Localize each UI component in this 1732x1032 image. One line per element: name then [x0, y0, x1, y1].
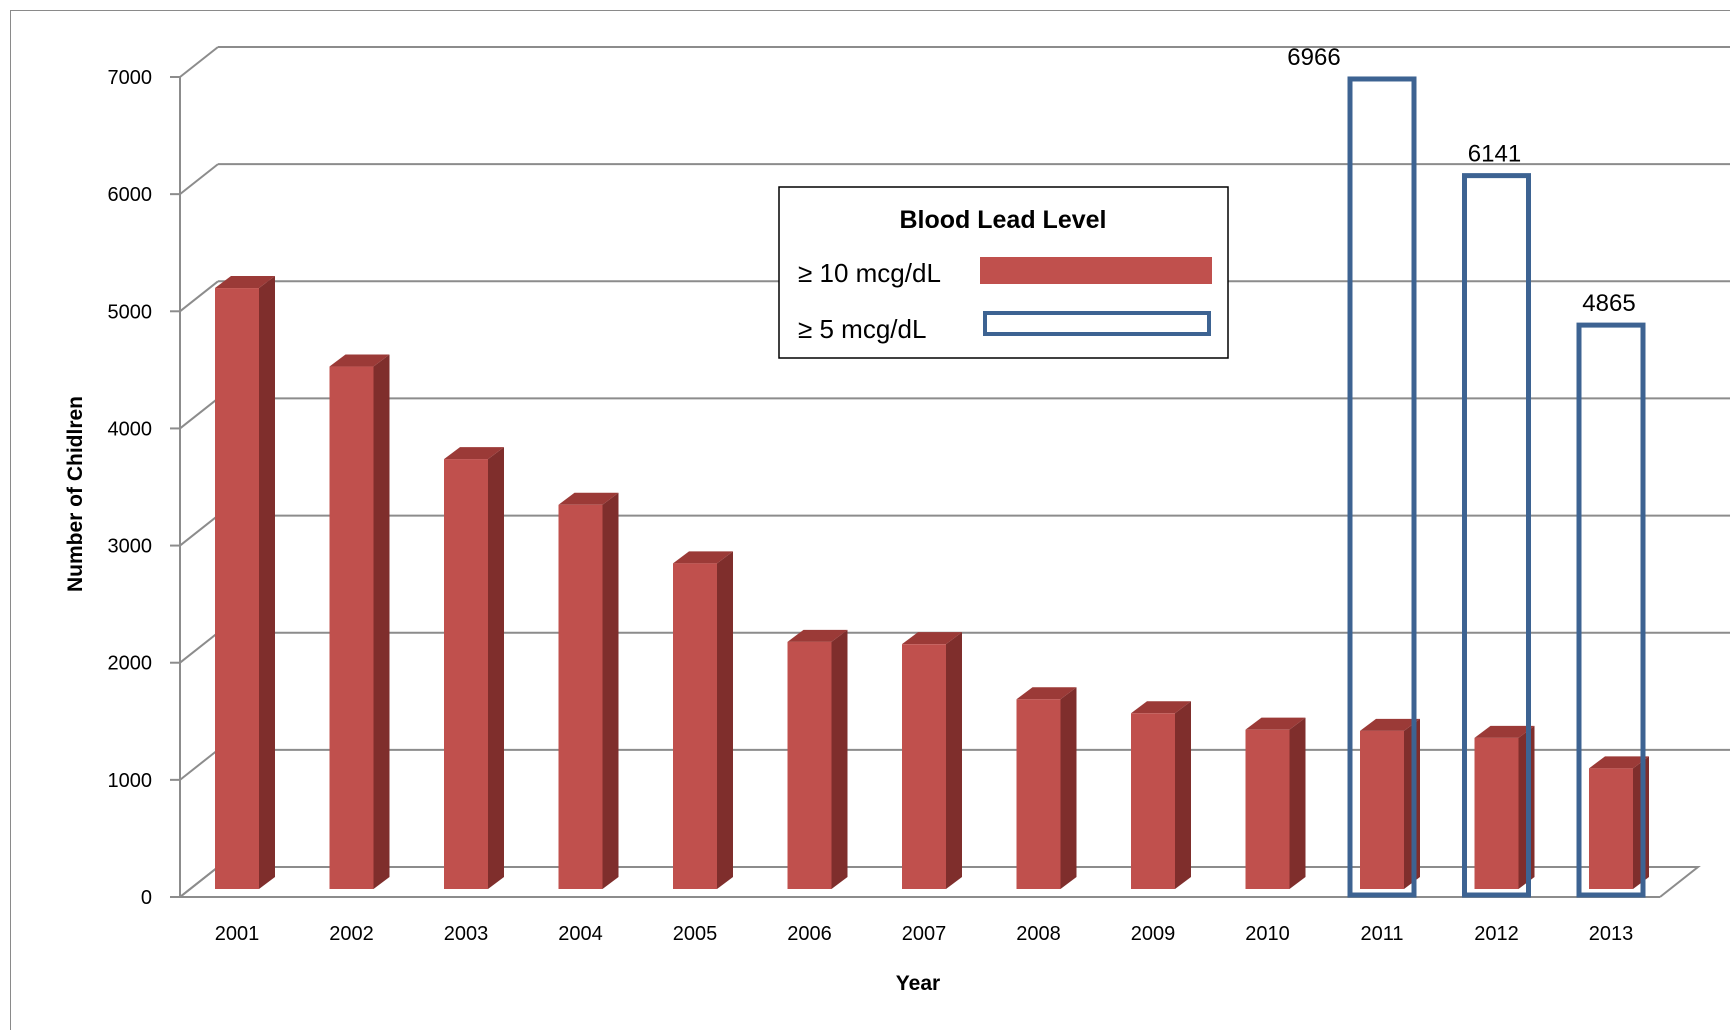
gridline-diagonal — [180, 281, 218, 311]
bar-blood-lead-10 — [1246, 730, 1290, 889]
bar-blood-lead-10 — [1589, 768, 1633, 889]
legend: Blood Lead Level ≥ 10 mcg/dL ≥ 5 mcg/dL — [779, 187, 1228, 358]
x-tick-label: 2010 — [1245, 923, 1290, 945]
bar-blood-lead-10 — [215, 288, 259, 889]
y-tick-label: 3000 — [108, 536, 153, 558]
bar-blood-lead-10 — [1131, 713, 1175, 889]
bar-blood-lead-10 — [559, 505, 603, 889]
bar-side — [1175, 701, 1191, 889]
gridline-diagonal — [180, 164, 218, 194]
bar-side — [259, 276, 275, 889]
y-tick-label: 6000 — [108, 184, 153, 206]
bar-blood-lead-10 — [902, 644, 946, 889]
gridline-diagonal — [180, 398, 218, 428]
bar-side — [603, 493, 619, 889]
x-tick-label: 2006 — [787, 923, 832, 945]
data-label: 6966 — [1287, 44, 1340, 71]
bar-side — [832, 630, 848, 889]
bar-blood-lead-10 — [673, 563, 717, 889]
y-tick-label: 5000 — [108, 301, 153, 323]
bar-blood-lead-10 — [330, 367, 374, 889]
x-tick-label: 2001 — [215, 923, 260, 945]
x-tick-labels: 2001 2002 2003 2004 2005 2006 2007 2008 2009 2010… — [215, 923, 1634, 945]
x-tick-label: 2002 — [329, 923, 374, 945]
bar-side — [374, 355, 390, 889]
x-tick-label: 2003 — [444, 923, 489, 945]
gridline-diagonal — [180, 633, 218, 663]
bar-blood-lead-10 — [1475, 738, 1519, 889]
data-labels: 6966 6141 4865 — [1287, 44, 1635, 317]
bar-side — [946, 632, 962, 889]
x-tick-label: 2012 — [1474, 923, 1519, 945]
bar-side — [717, 551, 733, 889]
y-tick-label: 2000 — [108, 653, 153, 675]
gridline-diagonal — [180, 516, 218, 546]
y-tick-label: 4000 — [108, 418, 153, 440]
x-tick-label: 2009 — [1131, 923, 1176, 945]
bar-blood-lead-10 — [788, 642, 832, 889]
y-axis-title: Number of Chidlren — [64, 396, 87, 592]
y-tick-label: 0 — [141, 887, 152, 909]
bar-side — [1290, 718, 1306, 889]
data-label: 4865 — [1582, 290, 1635, 317]
bar-side — [1061, 687, 1077, 889]
x-tick-label: 2004 — [558, 923, 603, 945]
bar-blood-lead-10 — [1360, 731, 1404, 889]
legend-label-10: ≥ 10 mcg/dL — [798, 258, 941, 288]
legend-title: Blood Lead Level — [900, 206, 1107, 234]
x-axis-title: Year — [896, 972, 940, 995]
x-tick-label: 2008 — [1016, 923, 1061, 945]
x-tick-label: 2013 — [1589, 923, 1634, 945]
y-tick-label: 7000 — [108, 67, 153, 89]
gridline-diagonal — [180, 47, 218, 77]
legend-label-5: ≥ 5 mcg/dL — [798, 314, 926, 344]
bar-blood-lead-10 — [444, 459, 488, 889]
x-tick-label: 2007 — [902, 923, 947, 945]
gridline-diagonal — [180, 750, 218, 780]
y-tick-labels: 0 1000 2000 3000 4000 5000 6000 7000 — [108, 67, 153, 909]
x-tick-label: 2011 — [1360, 923, 1403, 945]
bar-blood-lead-10 — [1017, 699, 1061, 889]
y-tick-label: 1000 — [108, 770, 153, 792]
legend-swatch-10 — [980, 257, 1212, 284]
x-tick-label: 2005 — [673, 923, 718, 945]
data-label: 6141 — [1468, 141, 1521, 168]
bar-side — [488, 447, 504, 889]
